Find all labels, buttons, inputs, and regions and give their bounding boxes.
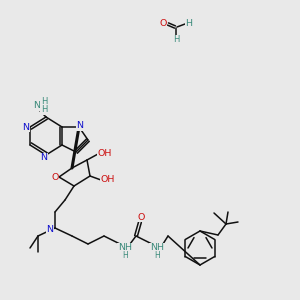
Text: H: H: [122, 250, 128, 260]
Text: N: N: [76, 122, 83, 130]
Text: H: H: [41, 97, 47, 106]
Text: O: O: [137, 212, 145, 221]
Text: H: H: [185, 20, 193, 28]
Text: N: N: [40, 154, 47, 163]
Text: H: H: [154, 250, 160, 260]
Text: N: N: [46, 224, 53, 233]
Text: O: O: [51, 173, 59, 182]
Text: H: H: [173, 35, 179, 44]
Text: OH: OH: [98, 148, 112, 158]
Text: NH: NH: [150, 244, 164, 253]
Text: N: N: [22, 122, 29, 131]
Text: OH: OH: [101, 176, 115, 184]
Text: N: N: [34, 101, 40, 110]
Text: H: H: [41, 106, 47, 115]
Text: NH: NH: [118, 244, 132, 253]
Text: O: O: [159, 20, 167, 28]
